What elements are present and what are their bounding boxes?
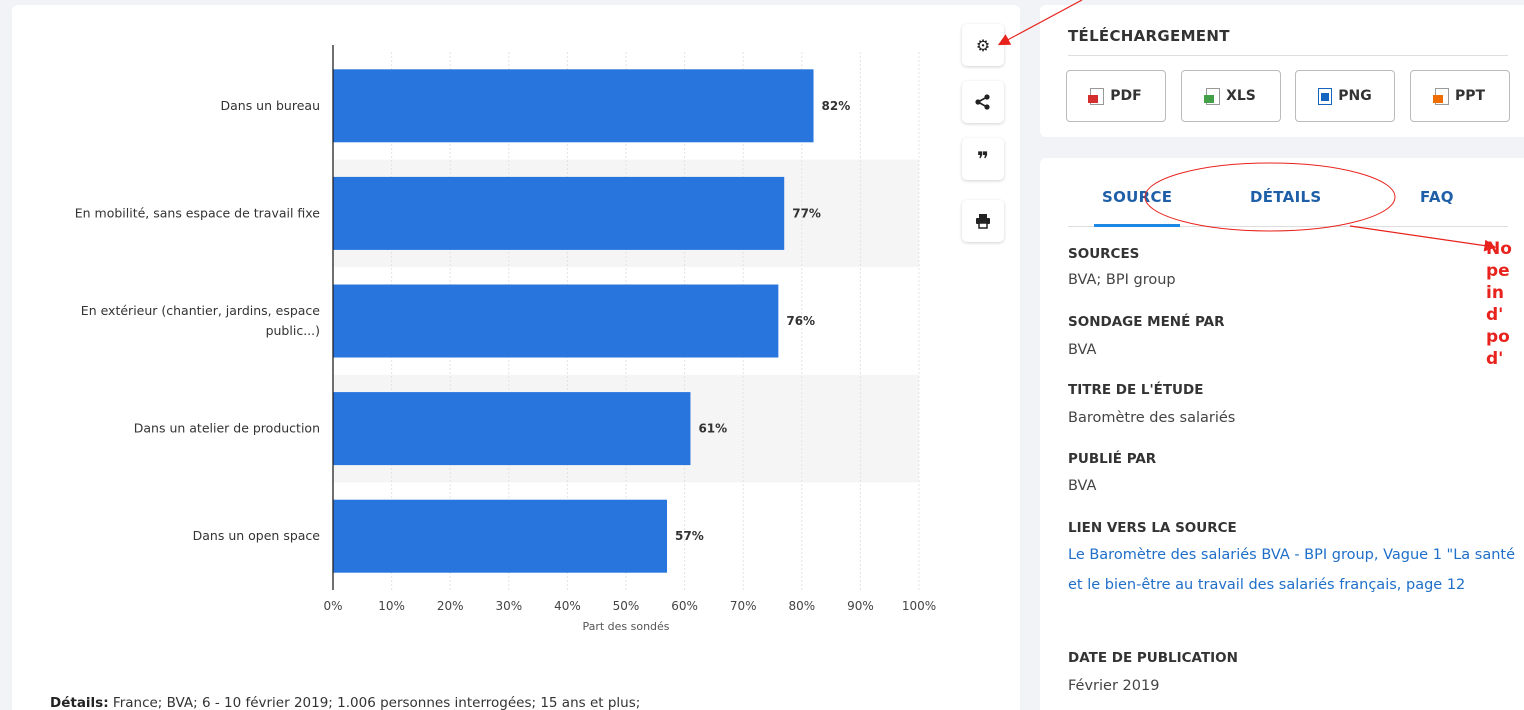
tab-faq[interactable]: FAQ xyxy=(1420,188,1454,206)
bar-value-label: 77% xyxy=(792,206,821,220)
ppt-file-icon xyxy=(1432,87,1449,105)
download-ppt-label: PPT xyxy=(1454,88,1486,104)
bar xyxy=(333,499,668,573)
bar xyxy=(333,69,814,143)
png-file-icon xyxy=(1318,87,1333,105)
bar xyxy=(333,284,779,358)
print-button[interactable] xyxy=(962,200,1004,242)
print-icon xyxy=(976,214,990,229)
download-png-label: PNG xyxy=(1338,88,1372,104)
publisher-label: PUBLIÉ PAR xyxy=(1068,451,1157,467)
study-title-label: TITRE DE L'ÉTUDE xyxy=(1068,382,1204,398)
download-panel: TÉLÉCHARGEMENT PDF XLS PNG PPT xyxy=(1040,5,1524,137)
x-tick-label: 10% xyxy=(378,599,405,613)
x-tick-label: 60% xyxy=(671,599,698,613)
source-panel: SOURCE DÉTAILS FAQ SOURCES BVA; BPI grou… xyxy=(1040,158,1524,710)
publisher-value: BVA xyxy=(1068,478,1097,494)
settings-button[interactable]: ⚙ xyxy=(962,24,1004,66)
download-xls-label: XLS xyxy=(1226,88,1256,104)
x-tick-label: 50% xyxy=(613,599,640,613)
bar xyxy=(333,392,691,466)
sources-value: BVA; BPI group xyxy=(1068,272,1176,288)
share-button[interactable] xyxy=(962,81,1004,123)
x-tick-label: 80% xyxy=(788,599,815,613)
x-tick-label: 100% xyxy=(902,599,936,613)
x-tick-label: 40% xyxy=(554,599,581,613)
divider xyxy=(1068,55,1508,56)
bar-value-label: 57% xyxy=(675,529,704,543)
publication-date-value: Février 2019 xyxy=(1068,678,1160,694)
category-label: En extérieur (chantier, jardins, espace xyxy=(81,303,321,318)
cite-button[interactable]: ❞ xyxy=(962,138,1004,180)
bar xyxy=(333,176,785,250)
x-tick-label: 70% xyxy=(730,599,757,613)
bar-value-label: 76% xyxy=(786,314,815,328)
active-tab-indicator xyxy=(1094,224,1180,227)
category-label: public...) xyxy=(266,323,320,338)
gear-icon: ⚙ xyxy=(975,35,991,55)
chart-card: 0% 10% 20% 30% 40% 50% 60% 70% 80% 90% 100% 82% Dans… xyxy=(12,5,1020,710)
download-pdf-label: PDF xyxy=(1110,88,1142,104)
bar-value-label: 61% xyxy=(698,422,727,436)
details-line: Détails: France; BVA; 6 - 10 février 201… xyxy=(50,695,640,710)
category-label: Dans un open space xyxy=(193,528,321,543)
download-title: TÉLÉCHARGEMENT xyxy=(1068,27,1230,45)
study-title-value: Baromètre des salariés xyxy=(1068,410,1236,426)
x-tick-label: 20% xyxy=(437,599,464,613)
tab-details[interactable]: DÉTAILS xyxy=(1250,188,1322,206)
source-link-label: LIEN VERS LA SOURCE xyxy=(1068,520,1237,536)
download-xls-button[interactable]: XLS xyxy=(1181,70,1281,122)
tab-source[interactable]: SOURCE xyxy=(1102,188,1173,206)
pdf-file-icon xyxy=(1088,87,1105,105)
category-label: Dans un atelier de production xyxy=(134,421,320,436)
download-png-button[interactable]: PNG xyxy=(1295,70,1395,122)
details-label: Détails: xyxy=(50,695,109,710)
download-pdf-button[interactable]: PDF xyxy=(1066,70,1166,122)
publication-date-label: DATE DE PUBLICATION xyxy=(1068,650,1238,666)
category-label: Dans un bureau xyxy=(220,98,320,113)
download-ppt-button[interactable]: PPT xyxy=(1410,70,1510,122)
xls-file-icon xyxy=(1204,87,1221,105)
surveyor-value: BVA xyxy=(1068,342,1097,358)
surveyor-label: SONDAGE MENÉ PAR xyxy=(1068,314,1225,330)
source-link[interactable]: Le Baromètre des salariés BVA - BPI grou… xyxy=(1068,547,1516,593)
sources-label: SOURCES xyxy=(1068,246,1140,262)
x-tick-label: 90% xyxy=(847,599,874,613)
x-axis-title: Part des sondés xyxy=(582,620,669,633)
details-text: France; BVA; 6 - 10 février 2019; 1.006 … xyxy=(108,695,641,710)
share-icon xyxy=(975,94,990,110)
x-tick-label: 0% xyxy=(323,599,342,613)
bar-value-label: 82% xyxy=(822,99,851,113)
x-tick-label: 30% xyxy=(495,599,522,613)
category-label: En mobilité, sans espace de travail fixe xyxy=(75,205,321,220)
bar-chart: 0% 10% 20% 30% 40% 50% 60% 70% 80% 90% 100% 82% Dans… xyxy=(75,45,936,633)
quote-icon: ❞ xyxy=(977,147,989,171)
annotation-note: No pe in d' po d' xyxy=(1486,239,1512,369)
